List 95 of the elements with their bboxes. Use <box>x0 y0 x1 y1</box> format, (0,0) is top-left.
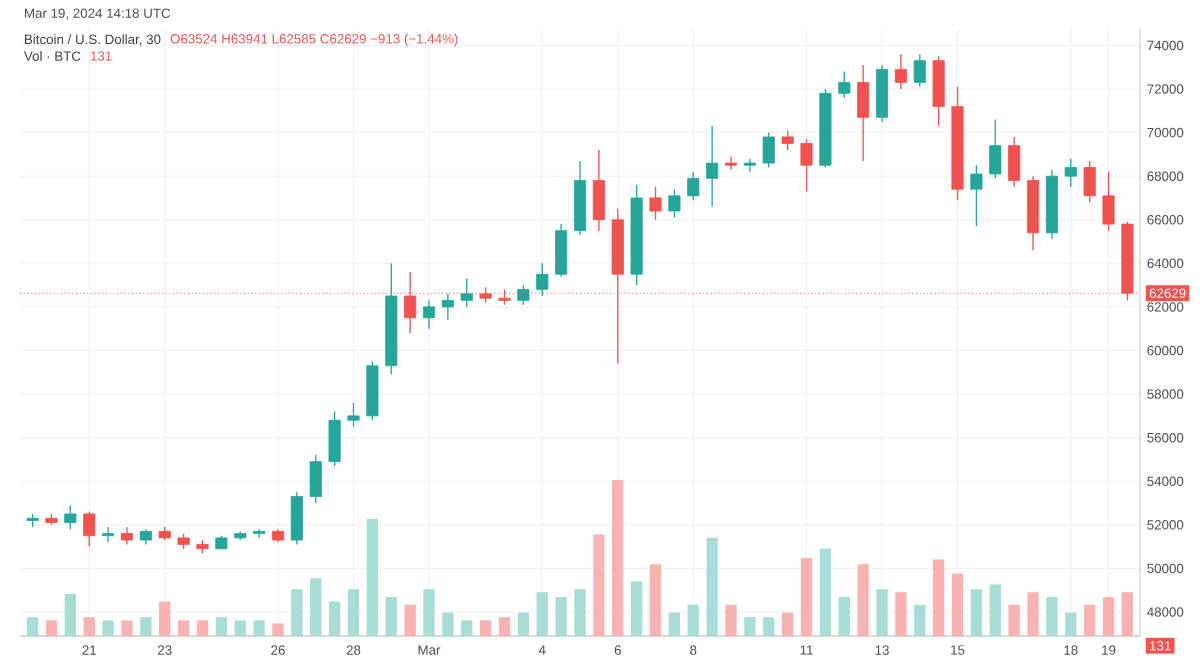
bar <box>159 601 171 636</box>
bar <box>423 589 435 636</box>
bar <box>970 589 983 636</box>
bar <box>593 534 605 636</box>
bar <box>1008 604 1020 636</box>
bar <box>800 557 813 636</box>
candlestick <box>894 53 907 90</box>
bar <box>442 612 454 636</box>
candlestick <box>441 293 454 321</box>
candlestick <box>857 64 870 162</box>
bar <box>1121 592 1134 636</box>
bar <box>744 617 756 636</box>
bar <box>1046 596 1058 636</box>
candlestick <box>989 118 1002 180</box>
candlestick <box>555 223 568 278</box>
bar <box>366 518 379 636</box>
bar <box>404 604 416 636</box>
bar <box>630 581 643 636</box>
bar <box>649 564 662 636</box>
bar <box>215 617 228 636</box>
bar <box>819 548 832 636</box>
candlestick <box>913 53 926 88</box>
bar <box>64 593 77 636</box>
bar <box>668 612 681 636</box>
candlestick <box>347 402 360 428</box>
bar <box>26 617 39 636</box>
candlestick <box>64 504 77 530</box>
bar <box>121 620 133 636</box>
candlestick <box>649 186 662 221</box>
bar <box>932 559 945 636</box>
candlestick <box>592 149 605 232</box>
candlestick <box>536 262 549 297</box>
bar <box>876 589 888 636</box>
bar <box>1027 592 1039 636</box>
bar <box>45 620 58 636</box>
bar <box>1065 612 1077 636</box>
bar <box>612 479 624 636</box>
candlestick <box>517 284 530 306</box>
bar <box>102 620 114 636</box>
bar <box>234 620 246 636</box>
bar <box>989 584 1001 636</box>
bar <box>517 612 530 636</box>
candlestick <box>875 64 889 123</box>
candlestick <box>309 454 322 504</box>
candlestick <box>762 131 775 169</box>
bar <box>479 620 492 636</box>
candlestick <box>83 511 96 548</box>
candlestick <box>838 70 851 99</box>
bar <box>857 564 869 636</box>
bar <box>461 620 473 636</box>
candlestick <box>1064 158 1077 188</box>
bar <box>687 604 699 636</box>
bar <box>1102 596 1115 636</box>
bar <box>951 573 964 636</box>
bar <box>914 604 926 636</box>
bar <box>83 617 95 636</box>
candlestick <box>1102 171 1115 232</box>
bar <box>177 620 190 636</box>
bar <box>536 592 548 636</box>
bar <box>763 617 775 636</box>
bar <box>253 620 265 636</box>
bar <box>895 592 907 636</box>
bar <box>574 589 586 636</box>
candlestick <box>743 158 756 173</box>
candlestick <box>800 138 813 193</box>
candlestick <box>290 491 303 546</box>
bar <box>838 596 850 636</box>
candlestick <box>422 299 436 330</box>
candlestick <box>781 129 794 151</box>
candlestick <box>932 55 945 127</box>
candlestick <box>687 171 700 201</box>
bar <box>706 537 718 636</box>
bar <box>781 612 794 636</box>
candlestick <box>460 277 473 308</box>
candlestick <box>328 410 341 467</box>
bar <box>498 617 511 636</box>
bar <box>1084 604 1096 636</box>
bar <box>291 589 303 636</box>
candlestick <box>1083 160 1096 203</box>
candlestick <box>668 188 681 219</box>
bar <box>347 589 360 636</box>
bar <box>196 620 209 636</box>
candlestick <box>706 125 719 208</box>
bar <box>140 617 152 636</box>
bar <box>328 601 341 636</box>
bar <box>310 578 322 636</box>
candlestick <box>724 155 738 171</box>
bar <box>725 604 737 636</box>
candlestick <box>1008 136 1021 188</box>
bar <box>385 596 397 636</box>
candlestick <box>253 528 266 539</box>
candlestick <box>970 164 983 227</box>
bar <box>555 596 567 636</box>
bar <box>272 623 284 636</box>
candlestick <box>102 526 115 543</box>
